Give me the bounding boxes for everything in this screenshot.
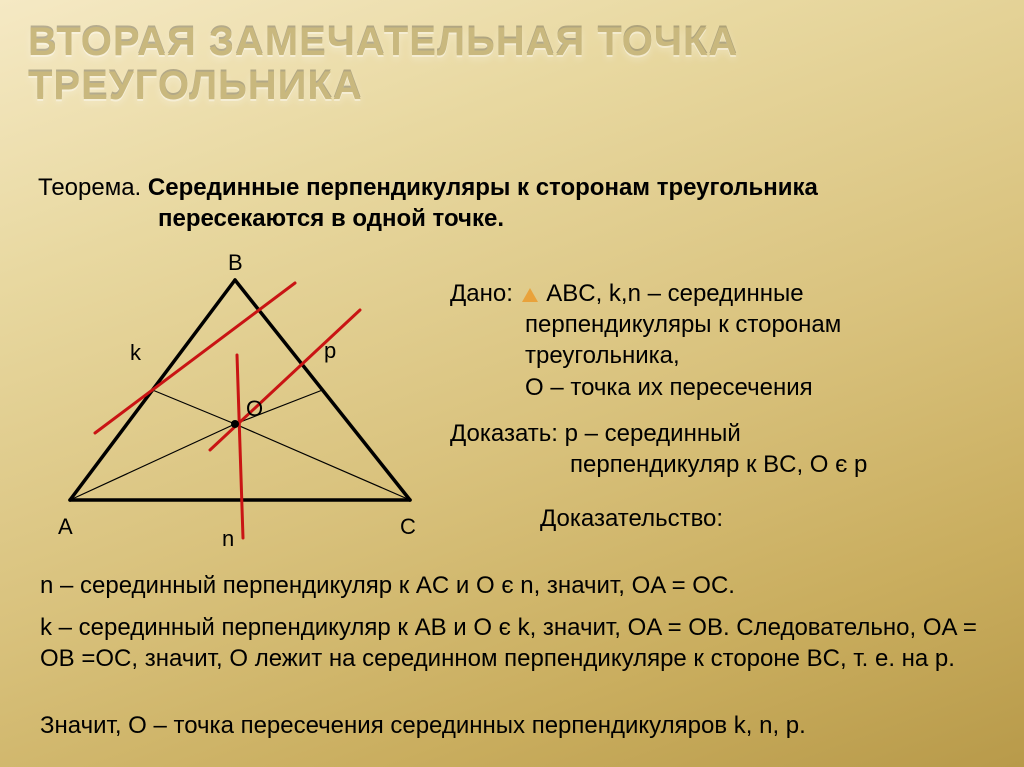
vertex-label-a: A [58,514,73,540]
triangle-diagram: A B C O k p n [40,250,440,550]
theorem-text-2: пересекаются в одной точке. [158,203,978,234]
proof-label: Доказательство: [540,505,723,533]
given-text-4: O – точка их пересечения [525,372,1000,403]
line-label-k: k [130,340,141,366]
title-line-1: ВТОРАЯ ЗАМЕЧАТЕЛЬНАЯ ТОЧКА [28,20,738,64]
given-text-3: треугольника, [525,340,1000,371]
triangle-icon [522,288,538,302]
proof-k-3: перпендикуляре к стороне BC, т. е. на p. [504,645,955,672]
line-label-p: p [324,338,336,364]
prove-block: Доказать: p – серединный перпендикуляр к… [450,418,1000,480]
point-label-o: O [246,396,263,422]
title-line-2: ТРЕУГОЛЬНИКА [28,64,363,108]
proof-conclusion: Значит, O – точка пересечения серединных… [40,710,990,741]
proof-line-k: k – серединный перпендикуляр к AB и O є … [40,612,990,674]
proof-k-1: k – серединный перпендикуляр к AB и O є … [40,614,730,641]
vertex-label-c: C [400,514,416,540]
given-block: Дано: ABC, k,n – серединные перпендикуля… [450,278,1000,403]
slide-title: ВТОРАЯ ЗАМЕЧАТЕЛЬНАЯ ТОЧКА ТРЕУГОЛЬНИКА [28,20,738,108]
theorem-text-1: Серединные перпендикуляры к сторонам тре… [148,174,818,201]
proof-line-n: n – серединный перпендикуляр к AC и O є … [40,570,990,601]
vertex-label-b: B [228,250,243,276]
theorem-label: Теорема. [38,174,148,201]
prove-text-2: перпендикуляр к BC, O є p [570,451,867,478]
given-text-1: ABC, k,n – серединные [540,280,804,307]
given-label: Дано: [450,280,513,307]
given-text-2: перпендикуляры к сторонам [525,309,1000,340]
theorem-block: Теорема. Серединные перпендикуляры к сто… [38,172,978,234]
prove-text-1: Доказать: p – серединный [450,420,741,447]
line-label-n: n [222,526,234,552]
